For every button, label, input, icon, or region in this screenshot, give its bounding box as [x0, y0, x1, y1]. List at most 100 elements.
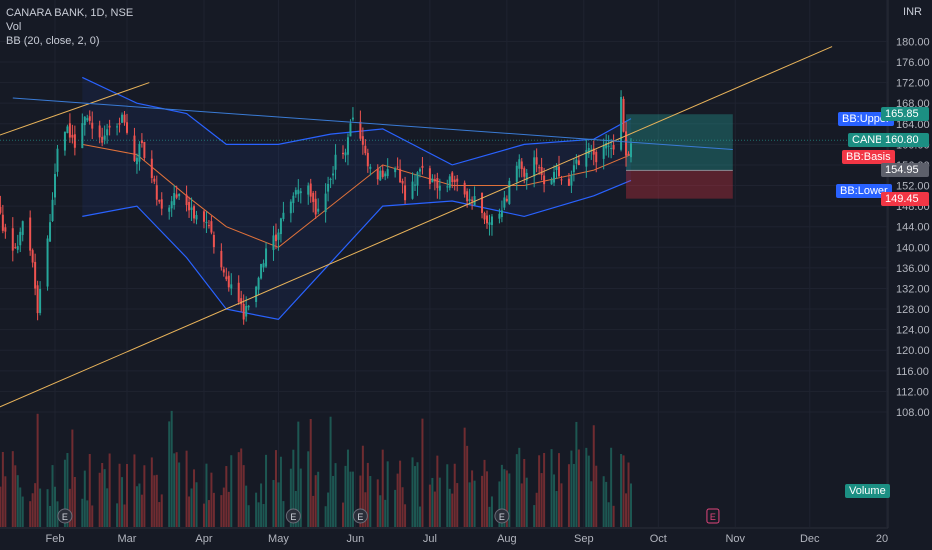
- volume-bar: [396, 473, 399, 527]
- volume-bar: [262, 504, 265, 527]
- x-tick-label: Aug: [497, 533, 517, 545]
- candle: [329, 177, 332, 189]
- candle-body: [56, 148, 59, 172]
- trend-lines[interactable]: [0, 46, 888, 412]
- volume-bar: [29, 501, 32, 527]
- candle-body: [553, 171, 556, 183]
- volume-bars: [0, 410, 632, 527]
- y-tick-label: 144.00: [896, 222, 930, 234]
- volume-bar: [49, 505, 52, 527]
- volume-bar: [168, 421, 171, 527]
- candle-body: [466, 191, 469, 202]
- candle-body: [202, 211, 205, 222]
- candle: [160, 192, 163, 216]
- volume-bar: [160, 494, 163, 527]
- candle-body: [555, 165, 558, 171]
- candle-body: [260, 263, 263, 279]
- candle: [451, 171, 454, 189]
- earnings-icon[interactable]: E: [285, 508, 301, 524]
- y-tick-label: 112.00: [896, 386, 929, 398]
- candle: [173, 184, 176, 210]
- trend-line-orange[interactable]: [0, 46, 833, 412]
- candle: [153, 175, 156, 185]
- legend-vol[interactable]: Vol: [6, 21, 22, 33]
- candle: [620, 90, 623, 152]
- candle-body: [279, 218, 282, 235]
- candle: [277, 228, 280, 251]
- volume-bar: [366, 462, 369, 527]
- target-zone[interactable]: [626, 114, 733, 171]
- candle: [297, 179, 300, 202]
- volume-bar: [610, 447, 613, 527]
- candle-body: [361, 136, 364, 145]
- candle: [312, 191, 315, 213]
- candle-body: [379, 170, 382, 181]
- candle: [498, 208, 501, 224]
- volume-bar: [193, 469, 196, 527]
- candle-body: [346, 137, 349, 155]
- candle: [386, 158, 389, 179]
- stop-zone[interactable]: [626, 170, 733, 199]
- candle: [46, 235, 49, 291]
- volume-bar: [11, 451, 14, 527]
- candle-body: [274, 234, 277, 242]
- candle: [227, 271, 230, 292]
- earnings-icon[interactable]: E: [57, 508, 73, 524]
- position-box[interactable]: [626, 114, 733, 199]
- volume-bar: [51, 465, 54, 527]
- volume-bar: [81, 498, 84, 527]
- candle-body: [307, 185, 310, 195]
- volume-bar: [108, 453, 111, 527]
- volume-bar: [473, 480, 476, 527]
- candle: [515, 161, 518, 191]
- legend-bb[interactable]: BB (20, close, 2, 0): [6, 35, 100, 47]
- volume-bar: [431, 477, 434, 527]
- volume-bar: [540, 473, 543, 527]
- candle: [202, 209, 205, 229]
- candle-body: [153, 178, 156, 182]
- earnings-marker-circle: [57, 508, 73, 524]
- candle-body: [411, 181, 414, 199]
- earnings-icon[interactable]: E: [352, 508, 368, 524]
- candle-body: [342, 152, 344, 155]
- candle-body: [523, 168, 526, 177]
- candle-body: [481, 192, 484, 213]
- volume-bar: [63, 459, 66, 527]
- volume-bar: [150, 457, 153, 527]
- volume-bar: [289, 468, 292, 527]
- volume-bar: [535, 492, 538, 527]
- x-tick-label: Sep: [574, 533, 594, 545]
- volume-bar: [416, 462, 419, 527]
- earnings-icon[interactable]: E: [494, 508, 510, 524]
- candle-body: [242, 303, 245, 320]
- candle: [178, 193, 181, 201]
- candle-body: [630, 143, 632, 158]
- candle: [436, 172, 439, 199]
- volume-bar: [230, 455, 233, 527]
- future-earnings-icon[interactable]: E: [706, 508, 720, 524]
- candle: [193, 204, 196, 224]
- candle: [39, 281, 42, 316]
- candle: [473, 186, 476, 206]
- candle: [351, 107, 354, 122]
- volume-bar: [381, 449, 384, 527]
- volume-bar: [587, 455, 590, 527]
- candle: [307, 182, 310, 205]
- y-tick-label: 136.00: [896, 263, 930, 275]
- trend-line-blue[interactable]: [12, 97, 733, 150]
- trend-line-orange[interactable]: [0, 82, 150, 140]
- legend-symbol[interactable]: CANARA BANK, 1D, NSE: [6, 7, 134, 19]
- candle-body: [247, 305, 250, 308]
- candle-body: [135, 157, 138, 165]
- candle: [550, 177, 553, 185]
- candle-body: [155, 185, 158, 200]
- candle: [508, 177, 511, 205]
- candle-body: [505, 198, 508, 202]
- candle-body: [106, 129, 109, 136]
- bollinger-bands: [82, 76, 632, 321]
- candle: [456, 174, 459, 192]
- x-tick-label: Jul: [423, 533, 437, 545]
- volume-bar: [222, 487, 225, 527]
